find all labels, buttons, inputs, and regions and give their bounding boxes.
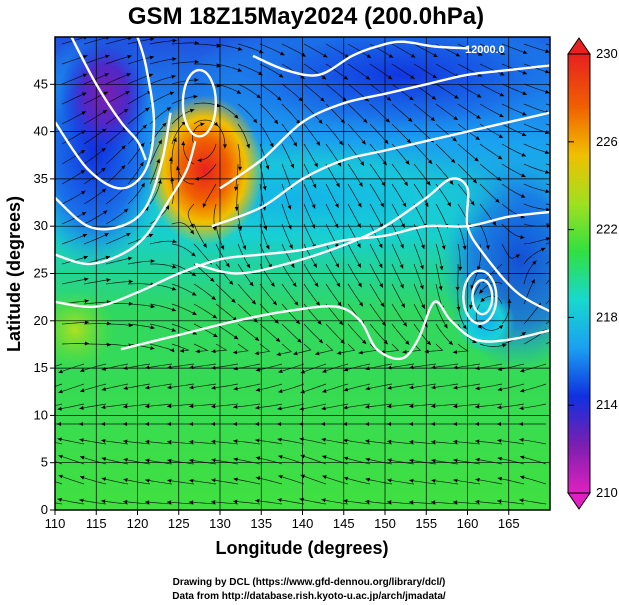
- closed-contour: [462, 269, 498, 325]
- height-contours: [55, 37, 550, 361]
- credit-data: Data from http://database.rish.kyoto-u.a…: [172, 591, 446, 602]
- colorbar-tick-label: 230: [596, 46, 618, 61]
- height-contour: [70, 37, 147, 161]
- x-tick-label: 115: [86, 516, 107, 531]
- x-tick-label: 145: [333, 516, 355, 531]
- y-tick-label: 40: [34, 124, 48, 139]
- y-tick-label: 15: [34, 360, 48, 375]
- contour-label: 12000.0: [465, 44, 505, 56]
- grid-lines: [55, 37, 550, 510]
- height-contour: [55, 37, 156, 190]
- axis-ticks: 110 115 120 125 130 135 140 145 150 155 160 165 0 5 10…: [34, 76, 520, 531]
- height-contour: [194, 177, 550, 313]
- wind-streamlines: [55, 37, 550, 505]
- colorbar-top-arrow: [567, 37, 591, 55]
- colorbar-tick-label: 210: [596, 485, 618, 500]
- y-tick-label: 35: [34, 171, 48, 186]
- x-tick-label: 130: [209, 516, 231, 531]
- height-contour: [120, 300, 550, 361]
- height-contour: [55, 112, 172, 231]
- x-axis-label: Longitude (degrees): [215, 538, 388, 558]
- y-tick-label: 20: [34, 313, 48, 328]
- y-tick-label: 0: [41, 502, 48, 517]
- y-axis-label: Latitude (degrees): [4, 196, 24, 352]
- y-tick-label: 45: [34, 76, 48, 91]
- y-tick-label: 5: [41, 455, 48, 470]
- height-contour: [55, 140, 197, 266]
- colorbar-bottom-arrow: [567, 492, 591, 510]
- x-tick-label: 135: [250, 516, 272, 531]
- colorbar-tick-label: 222: [596, 222, 618, 237]
- closed-contour: [471, 278, 494, 316]
- x-tick-label: 160: [457, 516, 479, 531]
- credit-drawing: Drawing by DCL (https://www.gfd-dennou.o…: [173, 577, 446, 588]
- height-contour: [252, 40, 468, 77]
- colorbar-tick-label: 218: [596, 309, 618, 324]
- x-tick-label: 150: [374, 516, 396, 531]
- x-tick-label: 110: [45, 516, 66, 531]
- height-contour: [211, 111, 550, 228]
- colorbar-tick-label: 214: [596, 397, 618, 412]
- colorbar: 210 214 218 222 226 230: [567, 37, 618, 510]
- x-tick-label: 155: [415, 516, 437, 531]
- x-tick-label: 125: [168, 516, 190, 531]
- y-tick-label: 30: [34, 218, 48, 233]
- closed-contour: [181, 68, 218, 138]
- x-tick-label: 165: [498, 516, 520, 531]
- y-tick-label: 25: [34, 266, 48, 281]
- height-contour: [219, 64, 550, 190]
- x-tick-label: 120: [127, 516, 149, 531]
- chart-title: GSM 18Z15May2024 (200.0hPa): [128, 3, 484, 30]
- colorbar-tick-label: 226: [596, 134, 618, 149]
- y-tick-label: 10: [34, 407, 48, 422]
- x-tick-label: 140: [292, 516, 314, 531]
